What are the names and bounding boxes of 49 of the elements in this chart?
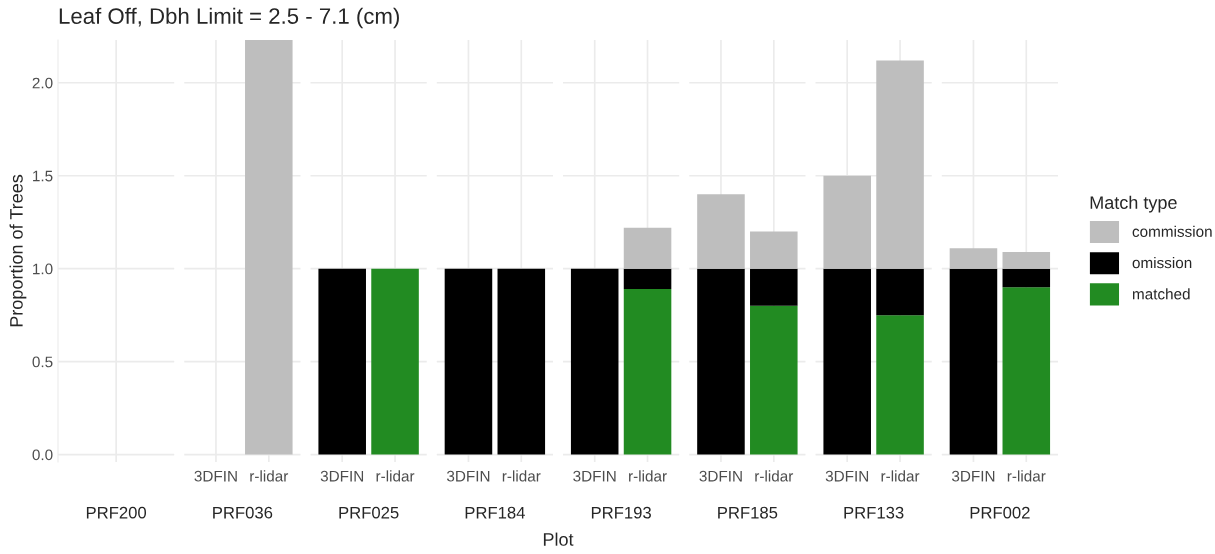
- bar: [750, 231, 798, 269]
- bar: [949, 248, 998, 269]
- y-tick-label: 1.0: [33, 263, 53, 275]
- bar: [750, 305, 798, 455]
- x-tick-label: 3DFIN: [951, 470, 995, 482]
- y-tick-label: 0.5: [32, 356, 53, 368]
- bar: [1002, 268, 1051, 288]
- bar: [697, 194, 745, 269]
- bar: [750, 268, 798, 306]
- legend-title: Match type: [1090, 195, 1177, 213]
- legend-label: commission: [1132, 225, 1212, 237]
- x-tick-label: 3DFIN: [573, 470, 616, 482]
- bar: [876, 315, 924, 455]
- x-axis-title: PRF002: [970, 506, 1030, 519]
- x-axis-title: PRF185: [718, 506, 778, 519]
- x-axis-title: PRF193: [591, 506, 651, 519]
- y-tick-label: 2.0: [32, 77, 53, 89]
- legend-label: matched: [1132, 288, 1190, 300]
- bar: [876, 60, 924, 269]
- bar: [697, 268, 745, 455]
- y-axis-title: Proportion of Trees: [9, 174, 27, 327]
- x-axis-title: PRF036: [213, 506, 273, 519]
- bar: [876, 268, 924, 316]
- x-tick-label: r-lidar: [502, 470, 541, 482]
- x-axis-title: PRF025: [339, 506, 399, 519]
- y-tick-label: 1.5: [33, 170, 53, 182]
- x-axis-title: PRF200: [86, 506, 147, 519]
- x-tick-label: 3DFIN: [194, 470, 237, 482]
- bar: [823, 175, 871, 269]
- x-axis-title: PRF184: [465, 506, 525, 519]
- x-tick-label: r-lidar: [881, 470, 920, 482]
- x-axis-title: PRF133: [844, 506, 904, 519]
- bar: [823, 268, 871, 455]
- text: Plot: [543, 532, 574, 546]
- x-tick-label: 3DFIN: [825, 470, 869, 482]
- x-tick-label: r-lidar: [1007, 470, 1046, 482]
- text: Leaf Off, Dbh Limit = 2.5 - 7.1 (cm): [59, 7, 399, 29]
- bar: [949, 268, 998, 455]
- bar: [1002, 287, 1051, 455]
- x-tick-label: 3DFIN: [699, 470, 742, 482]
- y-tick-label: 0.0: [32, 449, 53, 461]
- bar: [1002, 251, 1051, 269]
- x-tick-label: r-lidar: [250, 470, 289, 482]
- x-tick-label: r-lidar: [755, 470, 794, 482]
- x-tick-label: r-lidar: [376, 470, 415, 482]
- legend-label: omission: [1132, 257, 1192, 269]
- x-tick-label: 3DFIN: [446, 470, 490, 482]
- x-tick-label: 3DFIN: [320, 470, 364, 482]
- x-tick-label: r-lidar: [629, 470, 667, 482]
